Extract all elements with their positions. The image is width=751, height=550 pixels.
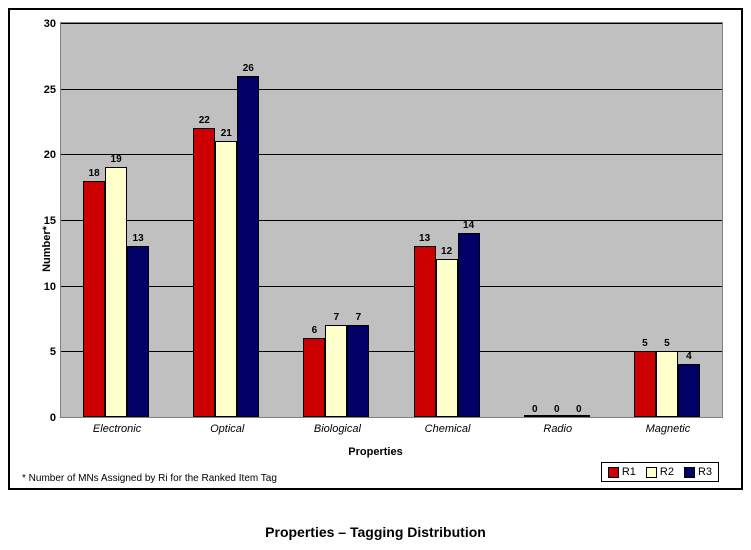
bar [237,76,259,417]
bar-value-label: 18 [89,168,100,179]
gridline [61,286,722,287]
bar-value-label: 13 [419,233,430,244]
y-tick-label: 5 [36,346,56,358]
bar-value-label: 7 [356,312,362,323]
bar [127,246,149,417]
bar-value-label: 21 [221,128,232,139]
bar [546,415,568,417]
gridline [61,154,722,155]
y-tick-label: 30 [36,18,56,30]
category-label: Radio [543,423,572,435]
bar-value-label: 6 [312,325,318,336]
y-axis-label: Number* [41,226,53,272]
bar-value-label: 12 [441,246,452,257]
legend-swatch [646,467,657,478]
legend-label: R3 [698,466,712,478]
y-tick-label: 15 [36,215,56,227]
gridline [61,220,722,221]
bar-value-label: 22 [199,115,210,126]
gridline [61,89,722,90]
bar [436,259,458,417]
bar-value-label: 5 [642,338,648,349]
chart-border: Number* 18 19 13 22 21 26 6 7 7 13 12 14 0 0 0 5 5 4 Prop… [8,8,743,490]
bar [325,325,347,417]
y-tick-label: 25 [36,84,56,96]
bar [414,246,436,417]
bar-value-label: 0 [576,404,582,415]
bar [634,351,656,417]
category-label: Magnetic [646,423,691,435]
bar-value-label: 13 [133,233,144,244]
y-tick-label: 20 [36,149,56,161]
legend-item: R3 [684,466,712,478]
bar-value-label: 19 [111,154,122,165]
legend-label: R2 [660,466,674,478]
bar-value-label: 4 [686,351,692,362]
bar-value-label: 0 [554,404,560,415]
bar [215,141,237,417]
bar [105,167,127,417]
category-label: Chemical [425,423,471,435]
gridline [61,351,722,352]
category-label: Optical [210,423,244,435]
bar [83,181,105,417]
y-tick-label: 10 [36,281,56,293]
chart-container: Number* 18 19 13 22 21 26 6 7 7 13 12 14 0 0 0 5 5 4 Prop… [0,0,751,550]
bar [347,325,369,417]
legend: R1 R2 R3 [601,462,719,482]
bar-value-label: 26 [243,63,254,74]
bar [458,233,480,417]
bar-value-label: 0 [532,404,538,415]
bar-value-label: 5 [664,338,670,349]
legend-label: R1 [622,466,636,478]
bar [524,415,546,417]
gridline [61,23,722,24]
bar-value-label: 14 [463,220,474,231]
bar [193,128,215,417]
chart-title: Properties – Tagging Distribution [265,524,486,540]
footnote: * Number of MNs Assigned by Ri for the R… [22,473,277,484]
legend-item: R1 [608,466,636,478]
plot-area: 18 19 13 22 21 26 6 7 7 13 12 14 0 0 0 5 5 4 [60,22,723,418]
y-tick-label: 0 [36,412,56,424]
legend-swatch [684,467,695,478]
bar [303,338,325,417]
legend-item: R2 [646,466,674,478]
category-label: Biological [314,423,361,435]
bar [656,351,678,417]
category-label: Electronic [93,423,141,435]
bar [678,364,700,417]
bar [568,415,590,417]
bar-value-label: 7 [334,312,340,323]
x-axis-label: Properties [348,446,402,458]
legend-swatch [608,467,619,478]
